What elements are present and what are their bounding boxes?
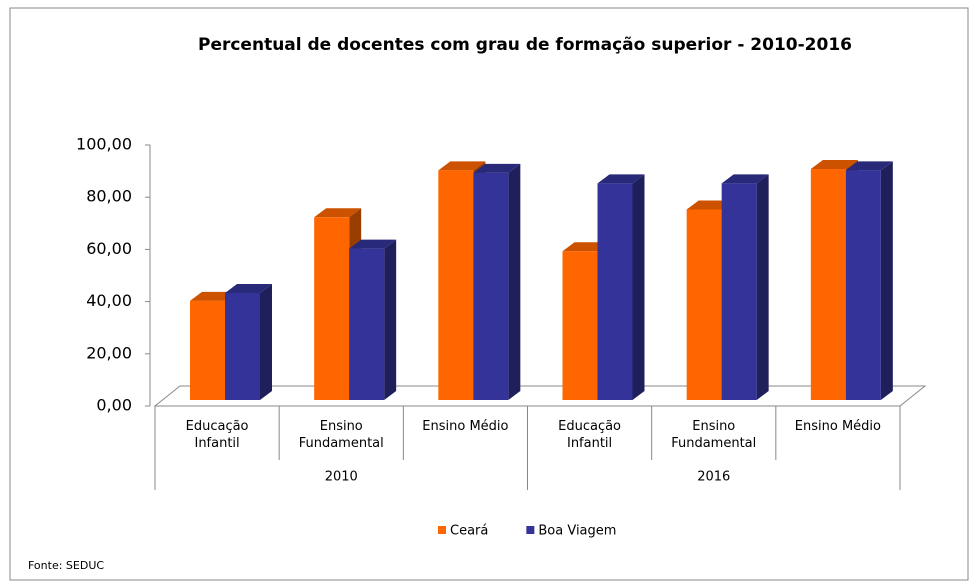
x-tick-label: Ensino Médio bbox=[422, 419, 509, 434]
y-tick-label: 60,00 bbox=[86, 239, 132, 258]
chart-title: Percentual de docentes com grau de forma… bbox=[198, 35, 852, 55]
y-tick-label: 80,00 bbox=[86, 187, 132, 206]
bar bbox=[473, 163, 521, 400]
group-label: 2016 bbox=[697, 470, 730, 485]
y-tick-label: 20,00 bbox=[86, 343, 132, 362]
y-tick-label: 40,00 bbox=[86, 291, 132, 310]
source: Fonte: SEDUC bbox=[28, 559, 104, 572]
y-tick-label: 100,00 bbox=[76, 135, 132, 154]
x-tick-label: Ensino Fundamental bbox=[671, 419, 757, 451]
y-tick-label: 0,00 bbox=[96, 396, 132, 415]
legend-swatch bbox=[526, 526, 535, 534]
bar bbox=[349, 239, 397, 400]
x-tick-label: Ensino Médio bbox=[794, 419, 881, 434]
legend-label: Ceará bbox=[450, 524, 488, 539]
bar bbox=[721, 174, 769, 400]
x-tick-label: Educação Infantil bbox=[558, 419, 622, 451]
x-tick-label: Educação Infantil bbox=[185, 419, 249, 451]
frame bbox=[9, 7, 969, 581]
bar bbox=[225, 283, 272, 400]
group-label: 2010 bbox=[325, 470, 358, 485]
legend-swatch bbox=[438, 526, 446, 534]
bar bbox=[597, 174, 645, 400]
legend-label: Boa Viagem bbox=[538, 524, 616, 539]
x-tick-label: Ensino Fundamental bbox=[298, 419, 384, 451]
bar bbox=[845, 161, 893, 400]
